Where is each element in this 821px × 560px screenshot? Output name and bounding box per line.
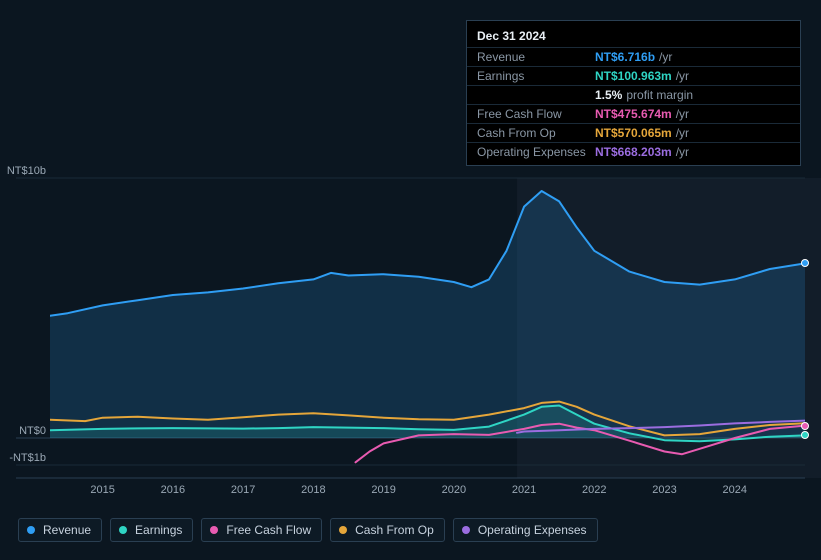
tooltip-row-label: Operating Expenses — [477, 145, 595, 159]
legend-item-fcf[interactable]: Free Cash Flow — [201, 518, 322, 542]
tooltip-row: RevenueNT$6.716b/yr — [467, 47, 800, 66]
x-axis-label: 2021 — [512, 484, 536, 496]
tooltip-row-label: Free Cash Flow — [477, 107, 595, 121]
tooltip-row: Free Cash FlowNT$475.674m/yr — [467, 104, 800, 123]
tooltip-row-suffix: /yr — [676, 69, 689, 83]
tooltip-row-value: NT$475.674m — [595, 107, 672, 121]
tooltip-row-value: NT$6.716b — [595, 50, 655, 64]
x-axis-label: 2024 — [723, 484, 747, 496]
end-marker-revenue — [801, 259, 809, 267]
tooltip-row-suffix: /yr — [676, 126, 689, 140]
legend-item-cfo[interactable]: Cash From Op — [330, 518, 445, 542]
tooltip-row: EarningsNT$100.963m/yr — [467, 66, 800, 85]
legend-item-label: Cash From Op — [355, 523, 434, 537]
tooltip-row-value: NT$668.203m — [595, 145, 672, 159]
legend-item-label: Operating Expenses — [478, 523, 587, 537]
tooltip-row-suffix: /yr — [676, 107, 689, 121]
y-axis-label: NT$10b — [0, 165, 46, 177]
tooltip-row: Operating ExpensesNT$668.203m/yr — [467, 142, 800, 161]
x-axis-label: 2016 — [161, 484, 185, 496]
legend-item-label: Earnings — [135, 523, 182, 537]
tooltip-row-label — [477, 88, 595, 102]
end-marker-fcf — [801, 422, 809, 430]
tooltip-row-suffix: /yr — [659, 50, 672, 64]
tooltip-row-label: Earnings — [477, 69, 595, 83]
legend-dot-icon — [462, 526, 470, 534]
legend-item-earnings[interactable]: Earnings — [110, 518, 193, 542]
x-axis-label: 2020 — [442, 484, 466, 496]
x-axis-label: 2023 — [652, 484, 676, 496]
tooltip-row-label: Cash From Op — [477, 126, 595, 140]
tooltip-row-value: 1.5% — [595, 88, 622, 102]
legend-item-label: Revenue — [43, 523, 91, 537]
legend-item-revenue[interactable]: Revenue — [18, 518, 102, 542]
legend-item-label: Free Cash Flow — [226, 523, 311, 537]
y-axis-label: NT$0 — [0, 425, 46, 437]
tooltip-row-suffix: profit margin — [626, 88, 693, 102]
tooltip-row: Cash From OpNT$570.065m/yr — [467, 123, 800, 142]
x-axis-label: 2019 — [371, 484, 395, 496]
legend-item-opex[interactable]: Operating Expenses — [453, 518, 598, 542]
chart-tooltip: Dec 31 2024RevenueNT$6.716b/yrEarningsNT… — [466, 20, 801, 166]
legend-dot-icon — [119, 526, 127, 534]
end-marker-earnings — [801, 431, 809, 439]
x-axis-label: 2022 — [582, 484, 606, 496]
tooltip-row-value: NT$100.963m — [595, 69, 672, 83]
tooltip-row-suffix: /yr — [676, 145, 689, 159]
x-axis-label: 2015 — [90, 484, 114, 496]
tooltip-row-label: Revenue — [477, 50, 595, 64]
tooltip-date: Dec 31 2024 — [467, 25, 800, 47]
chart-legend: Revenue Earnings Free Cash Flow Cash From O… — [18, 518, 598, 542]
y-axis-label: -NT$1b — [0, 452, 46, 464]
x-axis-label: 2018 — [301, 484, 325, 496]
tooltip-row: 1.5% profit margin — [467, 85, 800, 104]
x-axis-label: 2017 — [231, 484, 255, 496]
legend-dot-icon — [339, 526, 347, 534]
tooltip-row-value: NT$570.065m — [595, 126, 672, 140]
legend-dot-icon — [27, 526, 35, 534]
legend-dot-icon — [210, 526, 218, 534]
